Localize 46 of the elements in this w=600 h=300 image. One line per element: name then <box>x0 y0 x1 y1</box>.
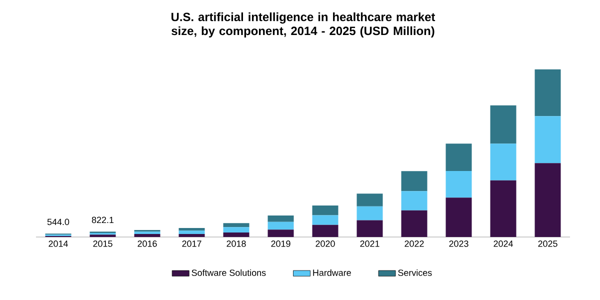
legend-label: Hardware <box>313 269 351 276</box>
bar <box>356 206 383 220</box>
bar <box>534 163 561 237</box>
legend-label: Software Solutions <box>192 269 266 276</box>
x-tick-label: 2024 <box>494 240 513 247</box>
x-tick-label: 2018 <box>226 240 246 247</box>
bar <box>178 228 205 231</box>
bar <box>401 191 428 210</box>
x-tick-label: 2016 <box>138 240 157 247</box>
bar <box>223 232 250 237</box>
bar <box>268 216 294 222</box>
chart-title: U.S. artificial intelligence in healthcare market size, by component, 2014 - 2025 (USD Million) <box>172 12 436 38</box>
bar <box>312 205 338 216</box>
bar <box>534 116 561 164</box>
bar <box>356 194 383 206</box>
x-tick-label: 2021 <box>360 240 380 247</box>
legend-label: Services <box>398 269 432 276</box>
bar <box>178 230 205 234</box>
x-tick-label: 2017 <box>182 240 202 247</box>
bar <box>490 144 516 180</box>
bar <box>490 180 516 237</box>
bar <box>268 230 294 237</box>
bar <box>356 220 383 237</box>
bar <box>490 105 516 144</box>
bar <box>446 144 472 171</box>
bar <box>401 210 428 237</box>
x-tick-label: 2019 <box>271 240 290 247</box>
bar <box>534 69 561 116</box>
bar <box>312 215 338 225</box>
bar <box>446 170 472 198</box>
bar <box>446 198 472 237</box>
bar <box>223 227 250 232</box>
x-tick-label: 2023 <box>449 240 468 247</box>
bar <box>134 234 160 237</box>
x-tick-label: 2025 <box>538 240 558 247</box>
x-tick-label: 2020 <box>316 240 335 247</box>
bar <box>178 234 205 237</box>
x-tick-label: 2022 <box>404 240 424 247</box>
bar <box>312 224 338 237</box>
bar <box>401 171 428 192</box>
x-tick-label: 2015 <box>93 240 112 247</box>
annotation: 544.0 <box>47 218 70 226</box>
bar <box>268 222 294 230</box>
bar <box>223 223 250 228</box>
annotation: 822.1 <box>92 216 114 224</box>
x-tick-label: 2014 <box>48 240 68 247</box>
